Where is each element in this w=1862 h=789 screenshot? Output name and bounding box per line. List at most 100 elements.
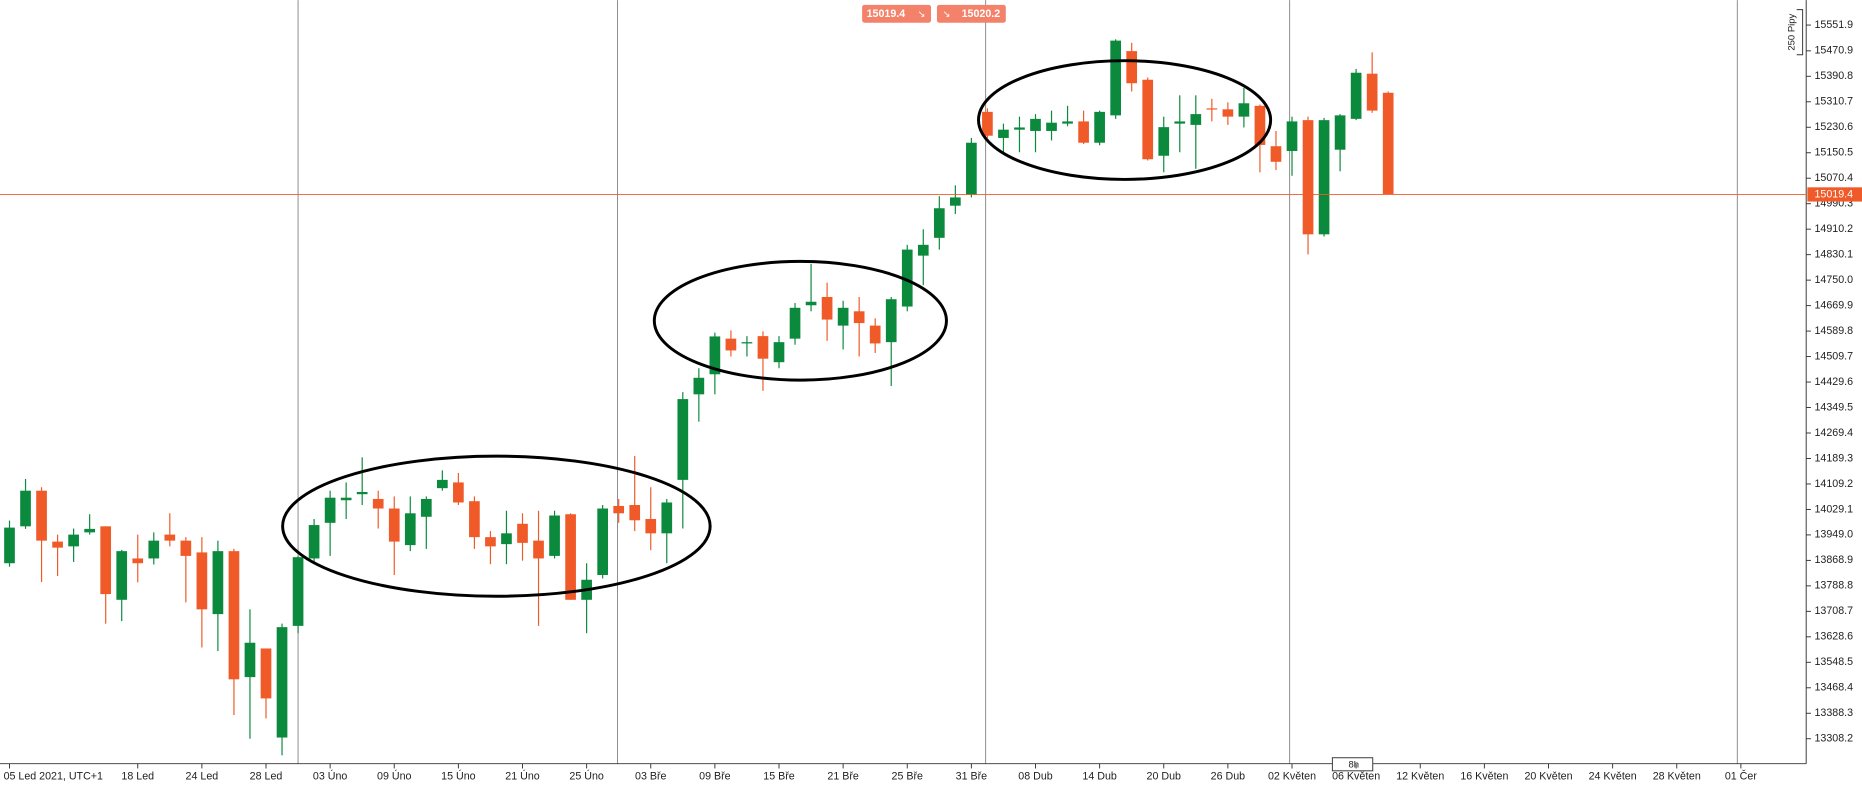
y-tick-label: 15551.9 bbox=[1815, 19, 1854, 31]
candle-body bbox=[693, 377, 705, 395]
x-tick-label: 20 Květen bbox=[1524, 771, 1572, 783]
y-tick-label: 14029.1 bbox=[1815, 503, 1854, 515]
y-tick-label: 13788.8 bbox=[1815, 580, 1854, 592]
candle-body bbox=[1238, 103, 1250, 117]
candle-body bbox=[517, 523, 528, 543]
x-tick-label: 15 Bře bbox=[763, 771, 795, 783]
ellipse bbox=[281, 454, 712, 598]
y-tick-label: 15470.9 bbox=[1815, 45, 1854, 57]
candle-body bbox=[1094, 111, 1105, 143]
x-tick-label: 08 Dub bbox=[1018, 771, 1052, 783]
candle-body bbox=[469, 501, 480, 538]
candle-body bbox=[597, 508, 608, 575]
y-tick-label: 14589.8 bbox=[1815, 325, 1854, 337]
y-tick-label: 14269.4 bbox=[1815, 427, 1854, 439]
y-tick-label: 15390.8 bbox=[1815, 70, 1854, 82]
candle-body bbox=[420, 498, 432, 517]
candle-body bbox=[950, 197, 961, 206]
x-tick-label: 09 Bře bbox=[699, 771, 731, 783]
candle-body bbox=[228, 551, 240, 680]
y-tick-label: 14109.2 bbox=[1815, 478, 1854, 490]
candle-body bbox=[549, 515, 560, 556]
x-tick-label: 25 Úno bbox=[569, 770, 603, 783]
x-tick-label: 12 Květen bbox=[1396, 771, 1444, 783]
y-tick-label: 13308.2 bbox=[1815, 733, 1854, 745]
y-tick-label: 13868.9 bbox=[1815, 554, 1854, 566]
candle-body bbox=[148, 540, 160, 559]
candle-body bbox=[1254, 105, 1266, 145]
candle-body bbox=[212, 551, 224, 615]
y-tick-label: 15310.7 bbox=[1815, 96, 1854, 108]
candle-body bbox=[180, 540, 192, 556]
y-tick-label: 14189.3 bbox=[1815, 452, 1854, 464]
sell-price[interactable]: 15019.4 bbox=[867, 8, 906, 20]
candle-body bbox=[613, 505, 625, 514]
candle-body bbox=[789, 307, 801, 339]
candle-body bbox=[52, 541, 63, 548]
ellipse bbox=[977, 59, 1273, 181]
scale-bracket bbox=[1796, 9, 1804, 56]
candle-body bbox=[741, 342, 753, 344]
candle-body bbox=[773, 342, 785, 363]
candle-body bbox=[356, 491, 368, 495]
candle-body bbox=[1302, 120, 1314, 235]
y-tick-label: 14990.3 bbox=[1815, 198, 1854, 210]
candle-body bbox=[901, 249, 913, 307]
candle-body bbox=[1334, 115, 1346, 150]
candle-body bbox=[1046, 122, 1057, 131]
candle-body bbox=[725, 338, 737, 351]
candle-body bbox=[324, 497, 336, 523]
candle-body bbox=[677, 399, 689, 480]
candle-body bbox=[116, 551, 128, 600]
candle-body bbox=[244, 642, 256, 678]
y-tick-label: 13468.4 bbox=[1815, 682, 1854, 694]
y-tick-label: 13949.0 bbox=[1815, 529, 1854, 541]
candle-body bbox=[998, 129, 1009, 138]
scale-label: 250 Pipy bbox=[1786, 13, 1797, 50]
candle-body bbox=[1062, 121, 1073, 124]
x-tick-label: 09 Úno bbox=[377, 770, 411, 783]
candle-body bbox=[292, 557, 304, 626]
candle-body bbox=[68, 534, 79, 547]
candle-body bbox=[1174, 121, 1186, 124]
y-tick-label: 15150.5 bbox=[1815, 147, 1854, 159]
candle-body bbox=[1126, 51, 1138, 84]
candle-body bbox=[709, 336, 721, 375]
plot bbox=[4, 39, 1394, 756]
timeframe-box[interactable] bbox=[1331, 757, 1374, 772]
timeframe[interactable]: 8h bbox=[1348, 759, 1359, 770]
x-tick-label: 20 Dub bbox=[1147, 771, 1181, 783]
annotations bbox=[281, 59, 1273, 598]
buy-button[interactable] bbox=[936, 4, 1006, 23]
buy-price[interactable]: 15020.2 bbox=[962, 8, 1001, 20]
candle-body bbox=[84, 528, 95, 533]
candle-body bbox=[837, 307, 849, 326]
candle-body bbox=[661, 502, 673, 534]
candle-body bbox=[20, 490, 31, 527]
candle-body bbox=[1382, 92, 1394, 195]
x-tick-label: 25 Bře bbox=[892, 771, 924, 783]
sell-icon: ↘ bbox=[918, 9, 926, 20]
price-label-bg bbox=[1807, 187, 1862, 202]
candle-body bbox=[404, 513, 416, 546]
y-tick-label: 13628.6 bbox=[1815, 631, 1854, 643]
x-tick-label: 21 Bře bbox=[827, 771, 859, 783]
candle-body bbox=[1030, 118, 1041, 131]
candle-body bbox=[1286, 121, 1298, 151]
y-tick-label: 14910.2 bbox=[1815, 223, 1854, 235]
y-tick-label: 15230.6 bbox=[1815, 121, 1854, 133]
candle-body bbox=[1158, 127, 1170, 156]
x-tick-label: 03 Úno bbox=[313, 770, 347, 783]
y-tick-label: 14509.7 bbox=[1815, 350, 1854, 362]
x-tick-label: 02 Květen bbox=[1268, 771, 1316, 783]
x-tick-label: 06 Květen bbox=[1332, 771, 1380, 783]
candle-body bbox=[132, 558, 144, 564]
candle-body bbox=[1270, 146, 1282, 162]
candle-body bbox=[966, 142, 977, 195]
candle-body bbox=[565, 514, 576, 600]
x-tick-label: 24 Led bbox=[186, 771, 219, 783]
sell-button[interactable] bbox=[862, 4, 931, 23]
